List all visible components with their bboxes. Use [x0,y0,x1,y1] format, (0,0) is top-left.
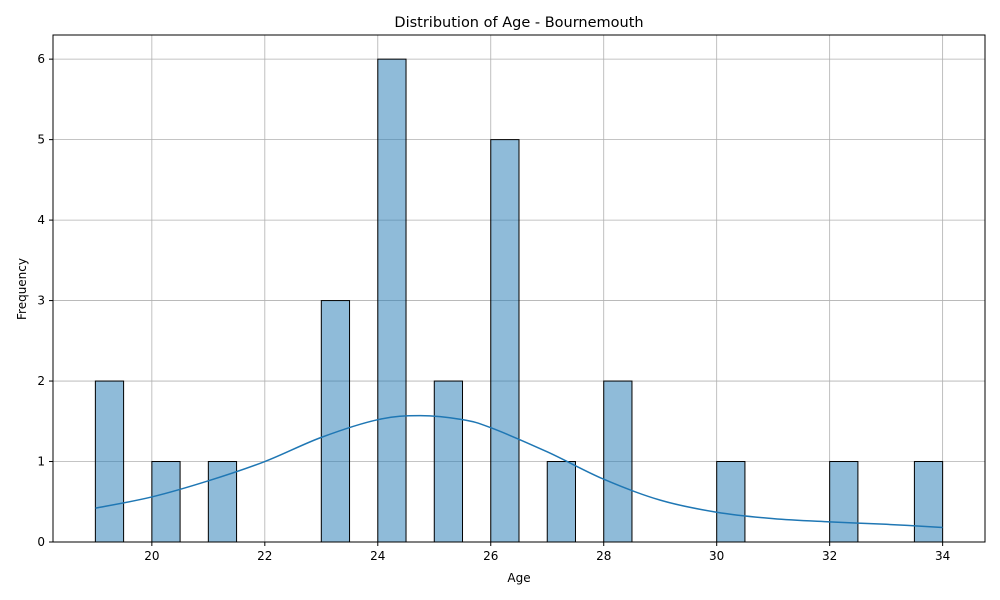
x-tick-label: 22 [257,549,272,563]
histogram-bar [490,139,520,543]
plot-frame [52,34,986,543]
y-tick-label: 0 [37,535,45,549]
y-tick-label: 5 [37,133,45,147]
histogram-bar [320,300,351,543]
histogram-bar [546,461,576,543]
x-tick-label: 30 [709,549,724,563]
y-tick-label: 2 [37,374,45,388]
x-tick-label: 20 [144,549,159,563]
bars [94,58,944,543]
histogram-bar [151,461,181,543]
histogram-bar [603,380,633,543]
histogram-bar [829,461,859,543]
histogram-bar [377,58,407,543]
histogram-bar [207,461,238,543]
y-tick-label: 6 [37,52,45,66]
y-tick-label: 3 [37,294,45,308]
y-tick-label: 1 [37,455,45,469]
histogram-bar [913,461,944,543]
x-axis-label: Age [507,571,530,585]
y-tick-label: 4 [37,213,45,227]
x-tick-label: 28 [596,549,611,563]
x-tick-label: 24 [370,549,385,563]
y-axis-label: Frequency [15,258,29,320]
histogram-bar [94,380,125,543]
x-tick-label: 32 [822,549,837,563]
kde-curve [95,414,943,529]
histogram-bar [716,461,746,543]
chart-title: Distribution of Age - Bournemouth [394,15,643,31]
kde-layer [95,414,943,529]
x-tick-label: 26 [483,549,498,563]
x-tick-label: 34 [935,549,950,563]
histogram-bar [433,380,464,543]
